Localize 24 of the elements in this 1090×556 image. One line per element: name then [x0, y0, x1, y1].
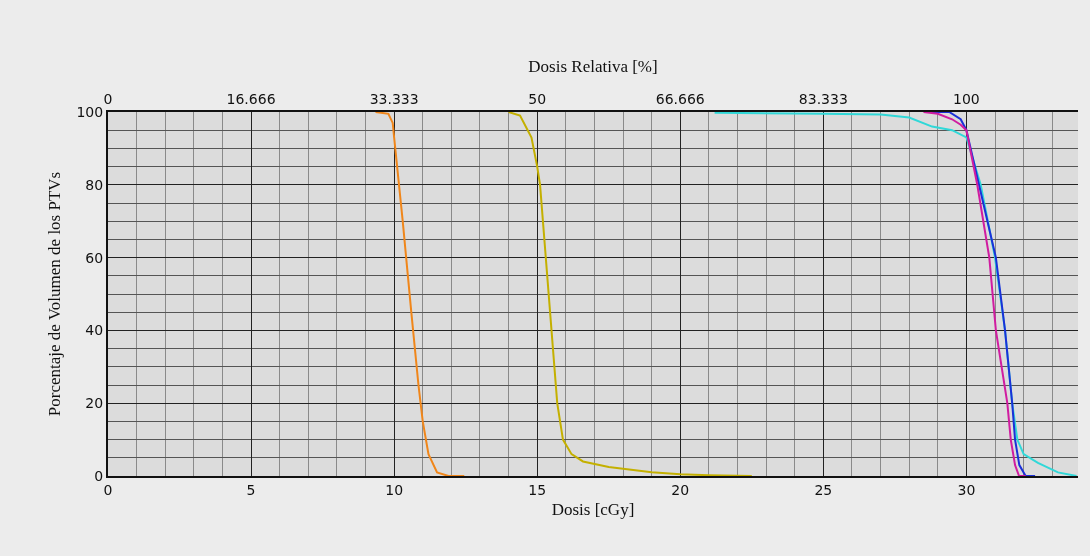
x-tick-label: 30	[957, 481, 976, 498]
x2-axis-title: Dosis Relativa [%]	[528, 57, 658, 77]
x2-tick-label: 66.666	[655, 91, 705, 108]
line-series	[507, 112, 753, 476]
x-tick-label: 20	[671, 481, 690, 498]
y-tick-label: 20	[85, 395, 104, 412]
x-tick-label: 10	[385, 481, 404, 498]
x2-tick-label: 33.333	[369, 91, 419, 108]
x2-tick-label: 50	[528, 91, 547, 108]
x2-tick-label: 16.666	[226, 91, 276, 108]
line-series	[922, 112, 1027, 476]
y-tick-label: 100	[76, 103, 104, 120]
y-tick-label: 0	[94, 467, 104, 484]
x-axis-title: Dosis [cGy]	[551, 499, 635, 519]
x-tick-label: 5	[246, 481, 256, 498]
y-tick-label: 80	[85, 176, 104, 193]
x2-tick-label: 100	[953, 91, 980, 108]
x-tick-label: 25	[814, 481, 833, 498]
y-tick-label: 40	[85, 322, 104, 339]
y-axis-title: Porcentaje de Volumen de los PTVs	[44, 171, 64, 417]
x2-tick-label: 83.333	[798, 91, 848, 108]
y-tick-label: 60	[85, 249, 104, 266]
line-series	[374, 112, 466, 476]
x-tick-label: 15	[528, 481, 547, 498]
